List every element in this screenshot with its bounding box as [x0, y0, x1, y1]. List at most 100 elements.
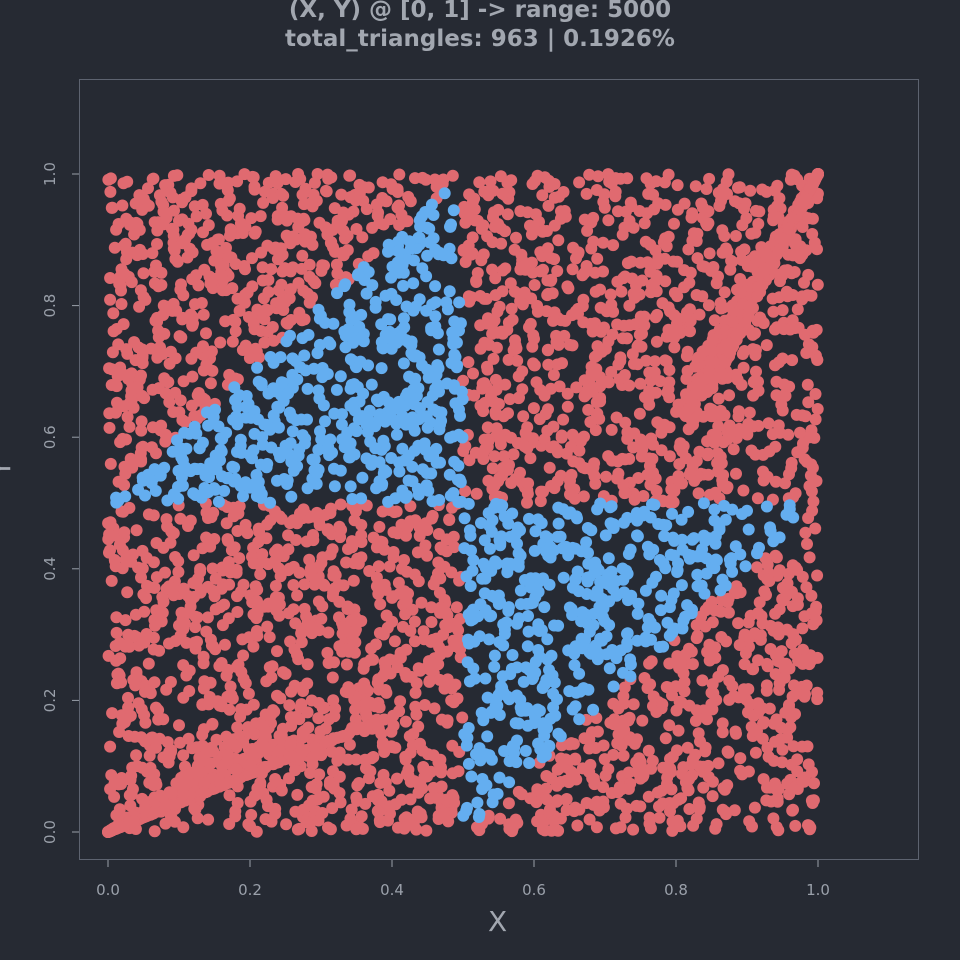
red-point [561, 387, 574, 400]
red-point [267, 334, 280, 347]
red-point [399, 753, 412, 766]
red-point [670, 704, 683, 717]
red-point [404, 793, 417, 806]
red-point [481, 440, 494, 453]
red-point [605, 423, 618, 436]
blue-point [657, 640, 670, 653]
red-point [696, 674, 709, 687]
red-point [260, 793, 273, 806]
red-point [174, 736, 186, 749]
red-point [348, 514, 361, 527]
blue-point [661, 616, 674, 629]
blue-point [675, 622, 688, 635]
blue-point [493, 636, 506, 649]
red-point [445, 566, 458, 579]
red-point [780, 285, 793, 298]
red-point [733, 639, 746, 651]
red-point [555, 429, 568, 442]
red-point [160, 799, 172, 812]
blue-point [709, 553, 722, 566]
red-point [492, 398, 505, 410]
blue-point [488, 649, 501, 662]
red-point [807, 176, 820, 189]
blue-point [478, 779, 491, 792]
red-point [438, 807, 451, 820]
red-point [776, 352, 789, 365]
red-point [473, 824, 486, 837]
red-point [514, 466, 526, 479]
red-point [659, 275, 672, 288]
red-point [659, 732, 672, 745]
red-point [359, 753, 371, 766]
red-point [205, 639, 218, 652]
red-point [621, 712, 634, 725]
blue-point [429, 320, 442, 333]
blue-point [443, 285, 456, 298]
red-point [316, 600, 329, 613]
red-point [104, 457, 117, 470]
red-point [297, 685, 309, 697]
red-point [542, 358, 555, 371]
blue-point [292, 449, 305, 462]
blue-point [339, 341, 352, 354]
red-point [552, 824, 565, 837]
red-point [214, 336, 227, 349]
blue-point [132, 483, 145, 496]
red-point [215, 269, 228, 282]
red-point [150, 571, 163, 584]
blue-point [714, 584, 727, 597]
red-point [147, 631, 160, 644]
red-point [157, 713, 170, 726]
red-point [752, 384, 765, 397]
red-point [441, 716, 454, 729]
blue-point [496, 681, 509, 694]
blue-point [582, 557, 595, 570]
red-point [390, 505, 403, 518]
red-point [128, 730, 141, 743]
red-point [585, 382, 598, 395]
red-point [362, 181, 375, 194]
blue-point [549, 709, 562, 722]
red-point [488, 220, 501, 233]
red-point [174, 394, 187, 407]
red-point [296, 249, 309, 262]
red-point [639, 235, 652, 248]
red-point [118, 479, 131, 492]
red-point [602, 214, 615, 227]
red-point [235, 666, 248, 679]
red-point [450, 601, 463, 614]
blue-point [760, 500, 773, 513]
blue-point [716, 573, 729, 586]
blue-point [742, 523, 755, 536]
blue-point [501, 557, 514, 570]
blue-point [407, 420, 419, 433]
red-point [671, 814, 684, 827]
blue-point [344, 480, 357, 493]
red-point [327, 565, 340, 578]
red-point [216, 561, 229, 574]
blue-point [650, 570, 662, 583]
blue-point [369, 295, 382, 308]
red-point [197, 226, 209, 239]
red-point [355, 529, 368, 542]
red-point [385, 725, 398, 738]
red-point [265, 815, 278, 828]
blue-point [406, 460, 419, 473]
blue-point [401, 387, 414, 400]
red-point [615, 285, 628, 298]
red-point [591, 252, 604, 265]
red-point [592, 170, 605, 183]
red-point [794, 426, 806, 439]
blue-point [489, 591, 501, 604]
red-point [628, 427, 641, 440]
red-point [283, 562, 296, 575]
red-point [583, 813, 596, 826]
red-point [640, 172, 653, 185]
red-point [551, 475, 564, 488]
blue-point [569, 640, 582, 653]
red-point [365, 642, 378, 655]
blue-point [336, 433, 349, 446]
red-point [427, 578, 440, 591]
red-point [195, 297, 208, 309]
red-point [142, 508, 155, 521]
